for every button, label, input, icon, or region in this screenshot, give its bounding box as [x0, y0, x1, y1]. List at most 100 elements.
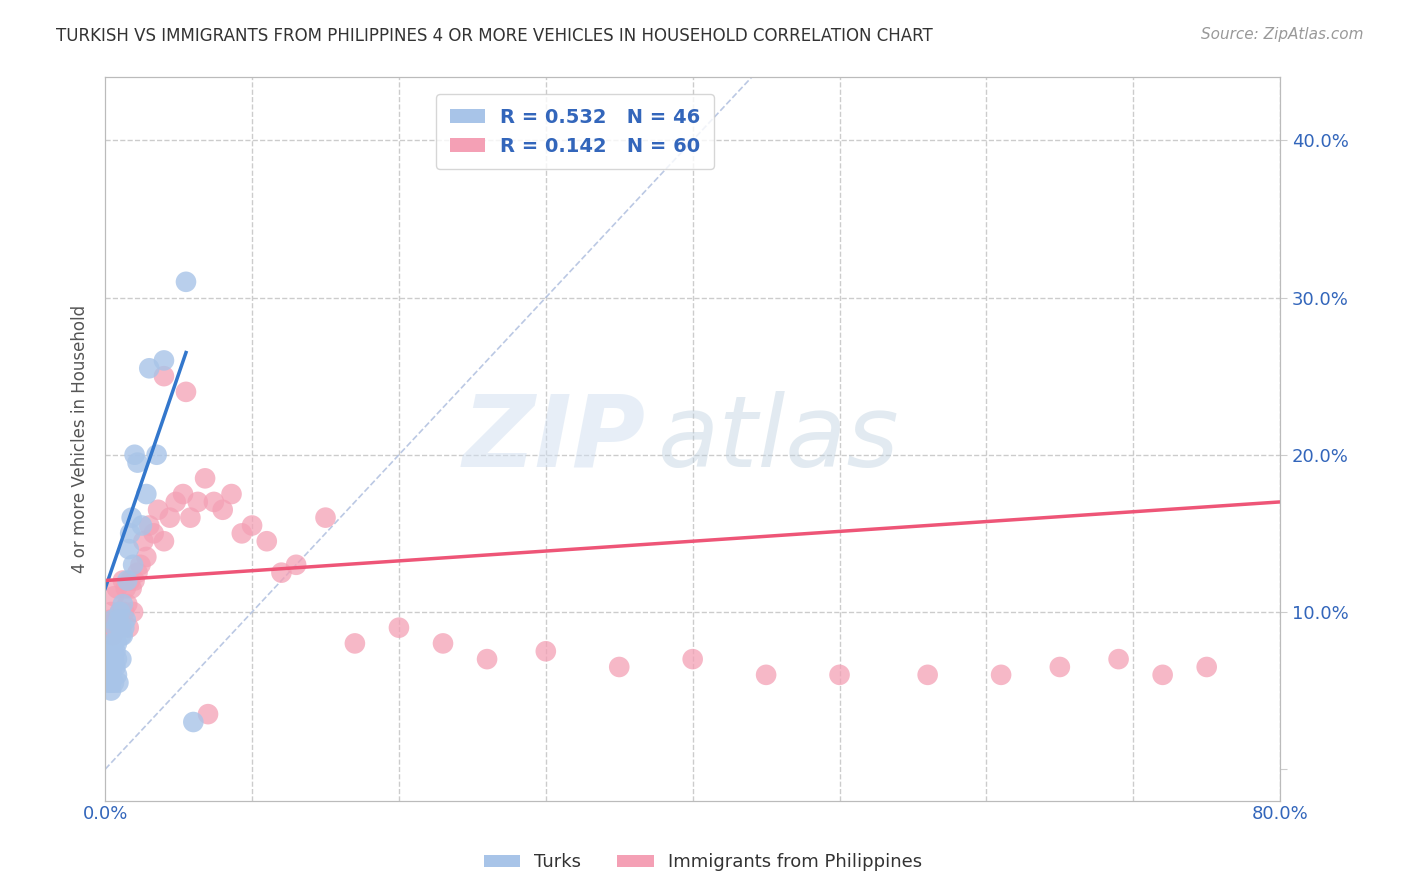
Point — [828, 668, 851, 682]
Legend: R = 0.532   N = 46, R = 0.142   N = 60: R = 0.532 N = 46, R = 0.142 N = 60 — [436, 95, 714, 169]
Point — [111, 628, 134, 642]
Point — [142, 526, 165, 541]
Point — [197, 707, 219, 722]
Point — [104, 660, 127, 674]
Point — [179, 510, 201, 524]
Point — [103, 636, 125, 650]
Point — [122, 558, 145, 572]
Point — [105, 652, 128, 666]
Point — [100, 675, 122, 690]
Point — [285, 558, 308, 572]
Point — [138, 518, 160, 533]
Point — [112, 605, 135, 619]
Point — [124, 448, 146, 462]
Point — [124, 574, 146, 588]
Point — [534, 644, 557, 658]
Point — [104, 613, 127, 627]
Point — [108, 605, 131, 619]
Point — [153, 353, 176, 368]
Y-axis label: 4 or more Vehicles in Household: 4 or more Vehicles in Household — [72, 305, 89, 573]
Point — [103, 652, 125, 666]
Point — [100, 683, 122, 698]
Point — [270, 566, 292, 580]
Text: atlas: atlas — [658, 391, 898, 488]
Point — [135, 549, 157, 564]
Point — [96, 668, 118, 682]
Point — [112, 621, 135, 635]
Point — [98, 644, 121, 658]
Point — [111, 574, 134, 588]
Point — [98, 613, 121, 627]
Point — [138, 361, 160, 376]
Point — [174, 275, 197, 289]
Point — [145, 448, 167, 462]
Point — [388, 621, 411, 635]
Point — [174, 384, 197, 399]
Point — [98, 668, 121, 682]
Point — [240, 518, 263, 533]
Point — [153, 534, 176, 549]
Point — [1108, 652, 1130, 666]
Point — [101, 613, 124, 627]
Point — [153, 369, 176, 384]
Point — [100, 636, 122, 650]
Point — [105, 636, 128, 650]
Text: ZIP: ZIP — [463, 391, 645, 488]
Point — [127, 566, 149, 580]
Point — [129, 558, 152, 572]
Point — [165, 495, 187, 509]
Point — [131, 518, 153, 533]
Point — [105, 668, 128, 682]
Point — [121, 510, 143, 524]
Point — [114, 582, 136, 596]
Point — [315, 510, 337, 524]
Point — [183, 714, 205, 729]
Point — [194, 471, 217, 485]
Text: TURKISH VS IMMIGRANTS FROM PHILIPPINES 4 OR MORE VEHICLES IN HOUSEHOLD CORRELATI: TURKISH VS IMMIGRANTS FROM PHILIPPINES 4… — [56, 27, 934, 45]
Point — [108, 605, 131, 619]
Legend: Turks, Immigrants from Philippines: Turks, Immigrants from Philippines — [477, 847, 929, 879]
Point — [107, 613, 129, 627]
Point — [97, 652, 120, 666]
Point — [97, 675, 120, 690]
Point — [105, 582, 128, 596]
Point — [110, 652, 132, 666]
Point — [202, 495, 225, 509]
Point — [432, 636, 454, 650]
Point — [104, 644, 127, 658]
Point — [132, 534, 155, 549]
Point — [101, 660, 124, 674]
Point — [917, 668, 939, 682]
Point — [103, 589, 125, 603]
Point — [343, 636, 366, 650]
Point — [108, 621, 131, 635]
Point — [110, 628, 132, 642]
Point — [120, 574, 142, 588]
Point — [118, 542, 141, 557]
Point — [607, 660, 630, 674]
Point — [159, 510, 181, 524]
Point — [1195, 660, 1218, 674]
Point — [755, 668, 778, 682]
Point — [103, 675, 125, 690]
Point — [97, 621, 120, 635]
Point — [127, 456, 149, 470]
Point — [256, 534, 278, 549]
Point — [114, 613, 136, 627]
Point — [1049, 660, 1071, 674]
Point — [146, 502, 169, 516]
Point — [120, 526, 142, 541]
Point — [115, 574, 138, 588]
Point — [110, 621, 132, 635]
Point — [211, 502, 233, 516]
Point — [122, 605, 145, 619]
Point — [231, 526, 253, 541]
Point — [111, 597, 134, 611]
Point — [172, 487, 194, 501]
Point — [221, 487, 243, 501]
Point — [107, 613, 129, 627]
Point — [475, 652, 498, 666]
Point — [100, 605, 122, 619]
Point — [104, 621, 127, 635]
Point — [115, 597, 138, 611]
